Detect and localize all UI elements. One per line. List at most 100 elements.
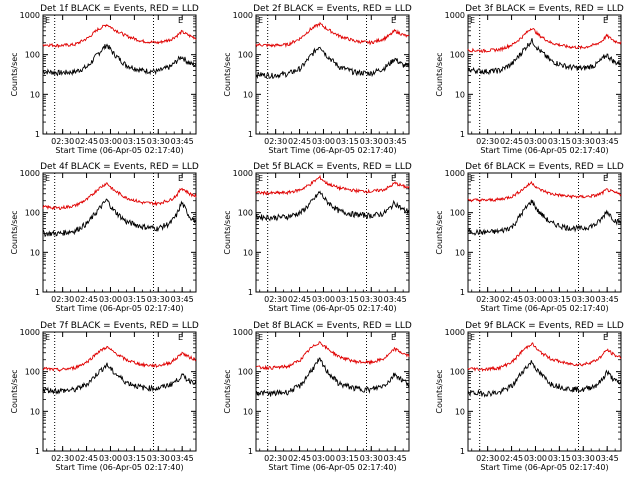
corner-mark-right: E <box>178 333 183 342</box>
x-tick-label: 02:45 <box>75 137 98 146</box>
corner-mark-right: E <box>178 174 183 183</box>
y-axis-label: Counts/sec <box>435 52 444 96</box>
x-tick-label: 03:15 <box>123 137 146 146</box>
x-tick-label: 03:30 <box>360 137 383 146</box>
x-tick-label: 03:15 <box>336 454 359 463</box>
series-line-events <box>255 46 410 80</box>
x-tick-label: 02:45 <box>500 295 523 304</box>
x-axis-label: Start Time (06-Apr-05 02:17:40) <box>55 146 183 155</box>
series-line-lld <box>42 345 197 373</box>
x-tick-label: 02:30 <box>264 295 287 304</box>
x-tick-label: 03:15 <box>123 295 146 304</box>
x-tick-label: 03:00 <box>99 137 122 146</box>
y-tick-label: 1 <box>35 447 40 456</box>
y-axis-label: Counts/sec <box>435 369 444 413</box>
x-tick-label: 03:00 <box>99 295 122 304</box>
x-tick-label: 03:00 <box>99 454 122 463</box>
x-tick-label: 03:15 <box>548 295 571 304</box>
x-tick-label: 03:00 <box>524 295 547 304</box>
y-tick-label: 100 <box>238 368 253 377</box>
chart-panel-6: Det 6f BLACK = Events, RED = LLD 1 10 100 10… <box>435 162 624 313</box>
x-tick-label: 03:15 <box>336 137 359 146</box>
plot-frame <box>467 14 622 135</box>
x-tick-label: 03:45 <box>596 137 619 146</box>
series-line-events <box>42 43 197 77</box>
series-line-lld <box>255 341 410 371</box>
y-tick-label: 100 <box>25 209 40 218</box>
x-tick-label: 03:45 <box>596 454 619 463</box>
chart-title: Det 9f BLACK = Events, RED = LLD <box>465 321 624 331</box>
y-tick-label: 1000 <box>20 328 40 337</box>
x-tick-label: 03:15 <box>123 454 146 463</box>
y-tick-label: 1 <box>248 447 253 456</box>
y-tick-label: 1000 <box>445 169 465 178</box>
x-axis-label: Start Time (06-Apr-05 02:17:40) <box>480 463 608 472</box>
x-tick-label: 02:30 <box>476 295 499 304</box>
x-tick-label: 02:30 <box>264 137 287 146</box>
y-tick-label: 1000 <box>233 169 253 178</box>
series-line-events <box>42 362 197 395</box>
x-tick-label: 03:45 <box>171 295 194 304</box>
corner-mark-left: E <box>45 174 50 183</box>
x-tick-label: 02:45 <box>288 137 311 146</box>
y-tick-label: 1 <box>460 447 465 456</box>
x-axis-label: Start Time (06-Apr-05 02:17:40) <box>55 304 183 313</box>
chart-title: Det 6f BLACK = Events, RED = LLD <box>465 162 624 172</box>
y-tick-label: 10 <box>243 90 253 99</box>
corner-mark-right: E <box>603 174 608 183</box>
y-tick-label: 1000 <box>20 11 40 20</box>
y-tick-label: 10 <box>455 248 465 257</box>
y-tick-label: 10 <box>243 407 253 416</box>
y-tick-label: 1000 <box>445 11 465 20</box>
x-tick-label: 03:00 <box>312 454 335 463</box>
chart-panel-3: Det 3f BLACK = Events, RED = LLD 1 10 100 10… <box>435 4 624 155</box>
y-tick-label: 10 <box>455 407 465 416</box>
corner-mark-right: E <box>391 16 396 25</box>
series-line-events <box>255 357 410 397</box>
chart-panel-4: Det 4f BLACK = Events, RED = LLD 1 10 100 10… <box>10 162 199 313</box>
x-tick-label: 02:45 <box>500 137 523 146</box>
chart-title: Det 3f BLACK = Events, RED = LLD <box>465 4 624 14</box>
x-tick-label: 02:30 <box>264 454 287 463</box>
y-axis-label: Counts/sec <box>10 369 19 413</box>
x-tick-label: 03:45 <box>384 295 407 304</box>
chart-title: Det 2f BLACK = Events, RED = LLD <box>253 4 412 14</box>
y-tick-label: 1 <box>248 130 253 139</box>
x-tick-label: 02:30 <box>51 295 74 304</box>
plot-frame <box>42 172 197 293</box>
x-tick-label: 02:30 <box>476 137 499 146</box>
x-tick-label: 02:45 <box>500 454 523 463</box>
corner-mark-right: E <box>391 174 396 183</box>
x-axis-label: Start Time (06-Apr-05 02:17:40) <box>55 463 183 472</box>
corner-mark-left: E <box>45 16 50 25</box>
series-line-lld <box>42 182 197 211</box>
x-axis-label: Start Time (06-Apr-05 02:17:40) <box>268 146 396 155</box>
plot-frame <box>467 331 622 452</box>
x-tick-label: 03:00 <box>312 137 335 146</box>
x-tick-label: 03:45 <box>384 137 407 146</box>
series-line-lld <box>42 23 197 49</box>
chart-panel-7: Det 7f BLACK = Events, RED = LLD 1 10 100 10… <box>10 321 199 472</box>
x-axis-label: Start Time (06-Apr-05 02:17:40) <box>268 304 396 313</box>
x-tick-label: 03:30 <box>360 295 383 304</box>
y-axis-label: Counts/sec <box>223 210 232 254</box>
series-line-lld <box>467 180 622 203</box>
series-line-events <box>467 38 622 76</box>
plot-frame <box>255 172 410 293</box>
y-tick-label: 1000 <box>445 328 465 337</box>
x-tick-label: 02:45 <box>75 295 98 304</box>
series-line-events <box>42 198 197 238</box>
y-axis-label: Counts/sec <box>10 52 19 96</box>
y-tick-label: 10 <box>30 407 40 416</box>
corner-mark-right: E <box>603 333 608 342</box>
y-tick-label: 100 <box>238 51 253 60</box>
x-tick-label: 02:30 <box>51 454 74 463</box>
series-line-events <box>255 190 410 222</box>
x-tick-label: 03:30 <box>147 454 170 463</box>
y-tick-label: 1 <box>460 130 465 139</box>
y-axis-label: Counts/sec <box>223 369 232 413</box>
corner-mark-right: E <box>603 16 608 25</box>
chart-title: Det 4f BLACK = Events, RED = LLD <box>40 162 199 172</box>
corner-mark-left: E <box>470 174 475 183</box>
